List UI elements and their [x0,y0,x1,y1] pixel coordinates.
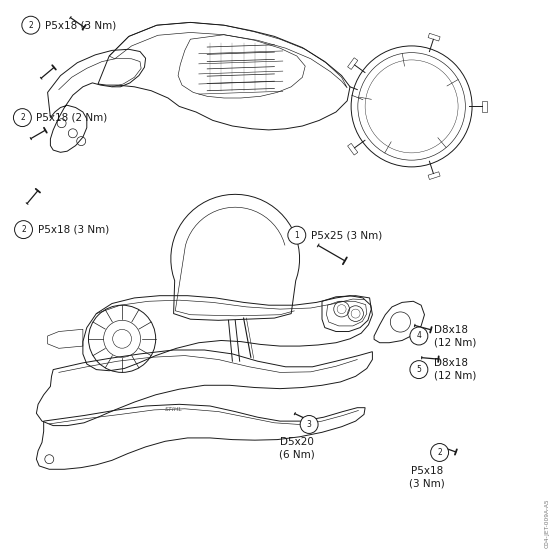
Circle shape [13,109,31,127]
Text: 4: 4 [417,332,421,340]
Text: D5x20
(6 Nm): D5x20 (6 Nm) [279,437,315,459]
Text: 2: 2 [437,448,442,457]
Text: P5x18 (2 Nm): P5x18 (2 Nm) [36,113,108,123]
Text: 2: 2 [20,113,25,122]
Text: P5x25 (3 Nm): P5x25 (3 Nm) [311,230,382,240]
Text: 3: 3 [307,420,311,429]
Text: P5x18 (3 Nm): P5x18 (3 Nm) [45,20,116,30]
Circle shape [300,416,318,433]
Text: C04-JET-009A-A5: C04-JET-009A-A5 [545,498,550,548]
Text: P5x18 (3 Nm): P5x18 (3 Nm) [38,225,109,235]
Circle shape [410,361,428,379]
Text: STIHL: STIHL [165,408,183,412]
Text: D8x18
(12 Nm): D8x18 (12 Nm) [434,358,477,381]
Text: 2: 2 [21,225,26,234]
Text: 1: 1 [295,231,299,240]
Text: 2: 2 [29,21,33,30]
Circle shape [22,16,40,34]
Text: P5x18
(3 Nm): P5x18 (3 Nm) [409,466,445,488]
Circle shape [431,444,449,461]
Circle shape [410,327,428,345]
Text: 5: 5 [417,365,421,374]
Text: D8x18
(12 Nm): D8x18 (12 Nm) [434,325,477,347]
Circle shape [288,226,306,244]
Circle shape [15,221,32,239]
